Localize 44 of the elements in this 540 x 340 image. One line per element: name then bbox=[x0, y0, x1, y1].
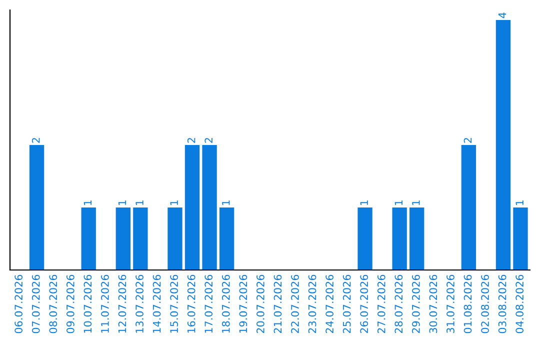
x-tick-label: 12.07.2026 bbox=[118, 274, 126, 333]
x-tick-label: 19.07.2026 bbox=[239, 274, 248, 333]
x-tick-label: 28.07.2026 bbox=[394, 274, 403, 334]
x-tick-label: 31.07.2026 bbox=[446, 274, 454, 334]
data-label: 1 bbox=[170, 200, 178, 205]
data-label: 2 bbox=[464, 138, 472, 143]
x-tick-label: 16.07.2026 bbox=[187, 274, 196, 333]
x-tick-label: 25.07.2026 bbox=[342, 274, 351, 334]
data-label: 1 bbox=[516, 200, 524, 205]
x-tick-label: 18.07.2026 bbox=[222, 274, 230, 333]
data-label: 2 bbox=[204, 138, 212, 143]
data-label: 1 bbox=[136, 200, 144, 205]
x-tick-label: 14.07.2026 bbox=[152, 274, 161, 333]
x-tick-label: 17.07.2026 bbox=[204, 274, 213, 333]
data-label: 4 bbox=[498, 12, 506, 18]
x-tick-label: 27.07.2026 bbox=[377, 274, 386, 334]
x-tick-label: 04.08.2026 bbox=[516, 274, 524, 334]
x-tick-label: 15.07.2026 bbox=[170, 274, 178, 333]
data-label: 1 bbox=[412, 200, 420, 205]
x-tick-label: 08.07.2026 bbox=[49, 274, 58, 334]
x-tick-label: 01.08.2026 bbox=[464, 274, 472, 334]
x-tick-label: 13.07.2026 bbox=[136, 274, 144, 333]
data-label: 2 bbox=[187, 138, 196, 143]
x-tick-label: 02.08.2026 bbox=[481, 274, 489, 334]
x-tick-label: 24.07.2026 bbox=[326, 274, 334, 334]
data-label: 1 bbox=[394, 200, 402, 205]
x-tick-label: 10.07.2026 bbox=[84, 274, 92, 333]
data-label: 1 bbox=[118, 200, 126, 205]
data-label: 2 bbox=[32, 138, 40, 143]
x-tick-label: 26.07.2026 bbox=[360, 274, 368, 334]
x-tick-label: 09.07.2026 bbox=[66, 274, 74, 334]
x-tick-label: 07.07.2026 bbox=[32, 274, 40, 334]
x-tick-label: 20.07.2026 bbox=[256, 274, 264, 334]
x-tick-label: 23.07.2026 bbox=[308, 274, 316, 334]
data-label: 1 bbox=[360, 200, 368, 205]
x-tick-label: 30.07.2026 bbox=[429, 274, 438, 334]
data-label: 1 bbox=[222, 200, 230, 205]
x-tick-label: 21.07.2026 bbox=[274, 274, 282, 334]
x-tick-label: 11.07.2026 bbox=[101, 274, 109, 333]
data-label: 1 bbox=[84, 200, 92, 205]
x-tick-label: 03.08.2026 bbox=[498, 274, 506, 334]
x-tick-label: 22.07.2026 bbox=[291, 274, 299, 334]
x-tick-label: 06.07.2026 bbox=[14, 274, 23, 334]
x-tick-label: 29.07.2026 bbox=[412, 274, 420, 334]
